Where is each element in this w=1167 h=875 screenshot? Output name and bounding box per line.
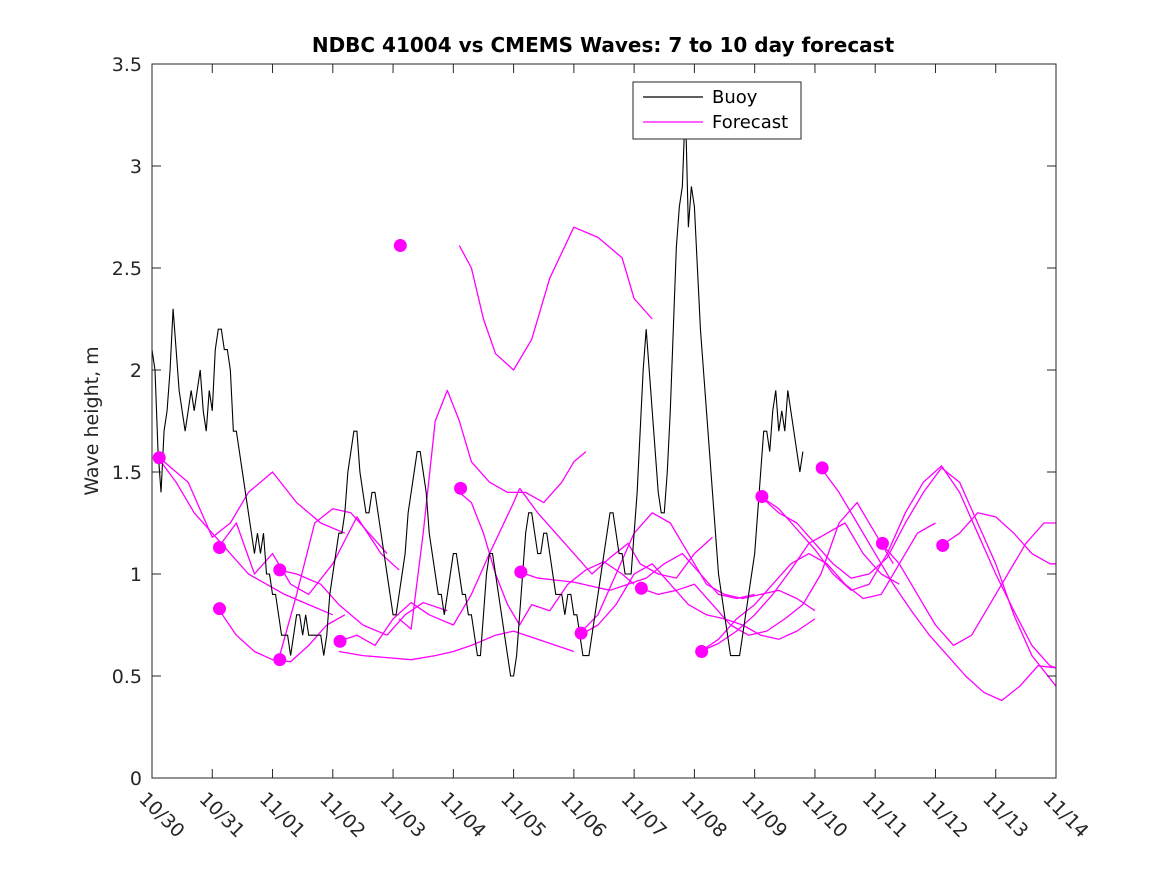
legend-label-forecast: Forecast: [712, 112, 788, 133]
forecast-line-5: [277, 508, 388, 660]
forecast-line-21: [820, 467, 1056, 702]
forecast-line-11: [458, 491, 635, 626]
forecast-start-marker-15: [875, 536, 889, 550]
forecast-start-marker-10: [574, 626, 588, 640]
forecast-line-17: [700, 522, 900, 653]
forecast-start-marker-16: [936, 538, 950, 552]
forecast-line-7: [338, 488, 521, 647]
y-tick-label: 2.5: [112, 258, 142, 280]
plot-area: [152, 104, 1056, 702]
y-tick-label: 1: [130, 564, 142, 586]
forecast-start-marker-2: [213, 540, 226, 554]
forecast-start-marker-11: [634, 581, 648, 595]
forecast-line-19: [760, 467, 1056, 687]
axes-box: [151, 63, 1057, 779]
forecast-line-20: [760, 465, 1056, 669]
legend-label-buoy: Buoy: [712, 87, 758, 108]
forecast-line-9: [398, 389, 587, 630]
buoy-line: [152, 104, 804, 677]
forecast-line-10: [458, 226, 653, 371]
legend-box: [632, 81, 802, 140]
forecast-start-marker-4: [273, 653, 287, 667]
forecast-line-18: [700, 522, 936, 653]
legend: Buoy Forecast: [632, 81, 802, 140]
forecast-start-marker-14: [815, 461, 829, 475]
forecast-start-marker-12: [695, 645, 709, 659]
y-tick-label: 0: [130, 768, 142, 790]
y-tick-label: 0.5: [112, 666, 142, 688]
forecast-start-marker-6: [333, 634, 347, 648]
y-axis-label: Wave height, m: [81, 346, 103, 495]
forecast-line-1: [157, 457, 334, 616]
forecast-line-13: [519, 552, 755, 600]
forecast-line-3: [217, 516, 400, 596]
chart-title: NDBC 41004 vs CMEMS Waves: 7 to 10 day f…: [312, 33, 895, 57]
y-tick-label: 1.5: [112, 462, 142, 484]
forecast-line-23: [941, 512, 1056, 565]
forecast-line-2: [163, 461, 346, 538]
forecast-start-marker-3: [213, 602, 226, 616]
y-tick-label: 3.5: [112, 54, 142, 76]
forecast-line-22: [880, 522, 1056, 647]
forecast-start-marker-9: [514, 565, 528, 579]
forecast-start-marker-1: [152, 451, 166, 465]
forecast-start-marker-13: [755, 489, 769, 503]
forecast-start-marker-8: [454, 481, 468, 495]
data-group: [152, 104, 1056, 702]
forecast-start-marker-7: [393, 239, 407, 253]
forecast-line-15: [579, 563, 816, 640]
forecast-line-8: [338, 630, 575, 661]
y-tick-label: 2: [130, 360, 142, 382]
forecast-start-marker-5: [273, 563, 287, 577]
y-tick-label: 3: [130, 156, 142, 178]
forecast-line-16: [639, 501, 894, 636]
